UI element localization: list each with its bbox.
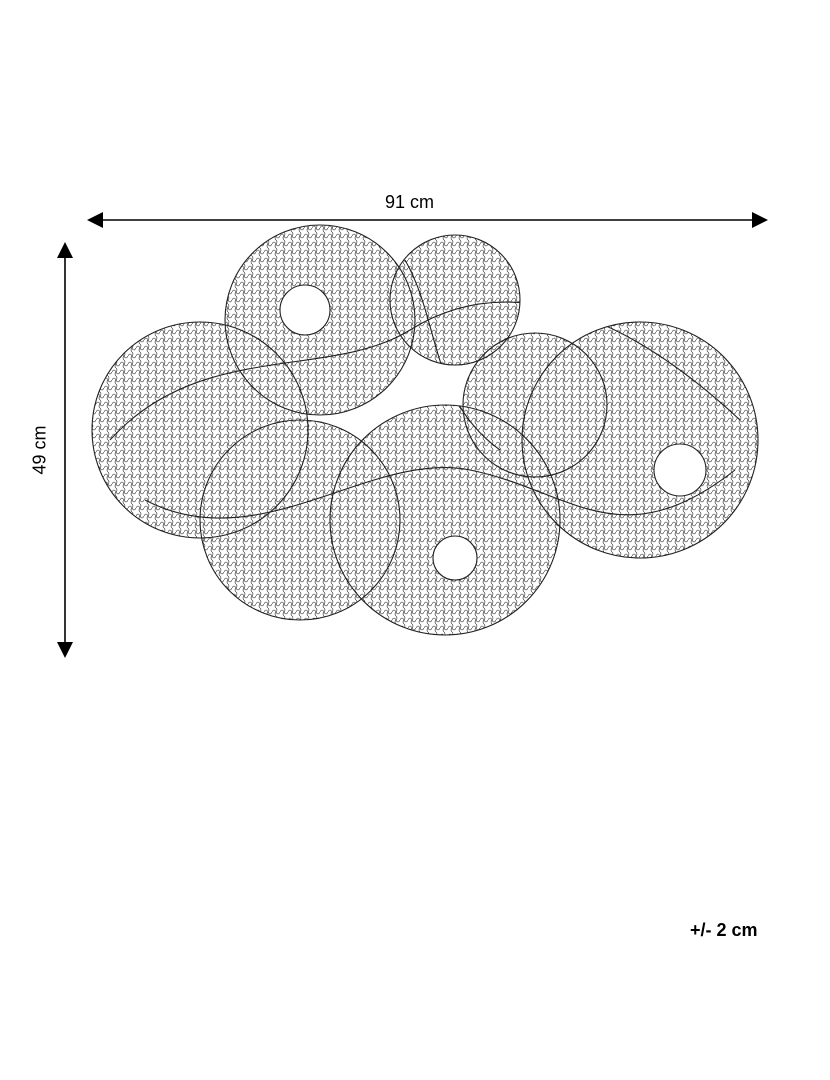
tolerance-label: +/- 2 cm <box>690 920 758 941</box>
width-dimension-label: 91 cm <box>385 192 434 213</box>
height-dimension-label: 49 cm <box>30 425 51 474</box>
product-illustration <box>0 0 830 1080</box>
dimension-diagram <box>0 0 830 1080</box>
